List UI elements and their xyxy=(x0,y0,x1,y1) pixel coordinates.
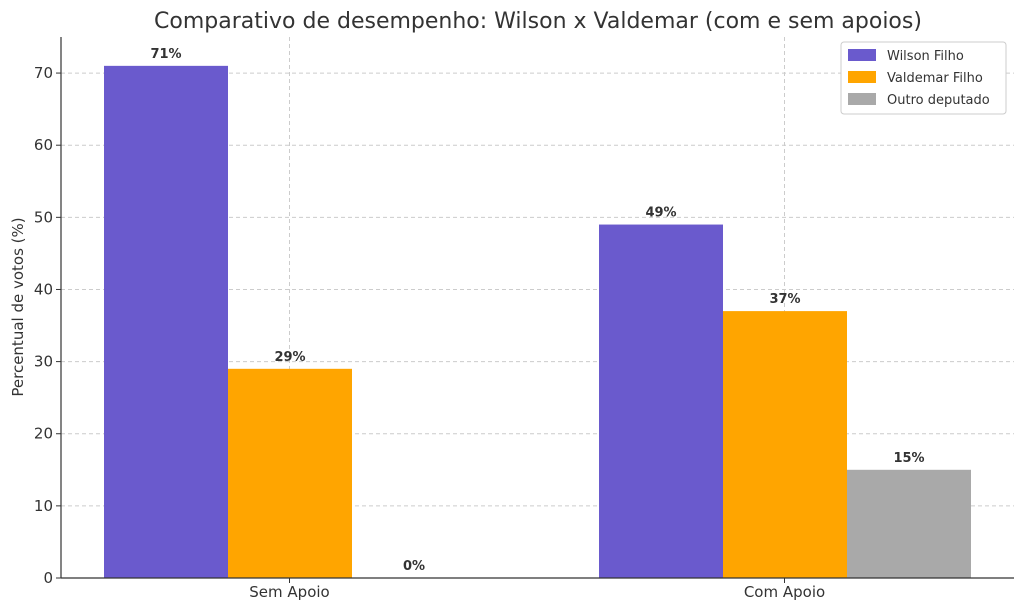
y-tick-label: 60 xyxy=(34,136,53,154)
y-tick-label: 0 xyxy=(43,569,53,587)
legend: Wilson Filho Valdemar Filho Outro deputado xyxy=(840,41,1007,115)
bar xyxy=(847,469,971,578)
y-tick-label: 10 xyxy=(34,497,53,515)
legend-label: Outro deputado xyxy=(887,93,990,108)
bars: 71% 49% 29% 37% 0% 15% xyxy=(104,47,971,578)
legend-label: Valdemar Filho xyxy=(887,71,983,86)
bar xyxy=(723,311,847,578)
data-label: 71% xyxy=(150,47,181,62)
legend-box xyxy=(840,41,1007,115)
x-tick-label: Sem Apoio xyxy=(249,583,329,601)
y-tick-label: 20 xyxy=(34,425,53,443)
data-label: 0% xyxy=(403,559,425,574)
legend-swatch xyxy=(848,93,876,105)
bar xyxy=(228,368,352,578)
axes: 0 10 20 30 40 50 60 70 Sem Apoio Com Apoio xyxy=(34,37,1014,601)
y-tick-label: 50 xyxy=(34,208,53,226)
y-tick-label: 30 xyxy=(34,353,53,371)
y-tick-label: 70 xyxy=(34,64,53,82)
data-label: 49% xyxy=(645,206,676,221)
data-label: 15% xyxy=(893,451,924,466)
legend-label: Wilson Filho xyxy=(887,49,964,64)
bar xyxy=(104,65,228,578)
chart-title: Comparativo de desempenho: Wilson x Vald… xyxy=(154,9,922,34)
x-tick-label: Com Apoio xyxy=(744,583,825,601)
legend-swatch xyxy=(848,49,876,61)
data-label: 37% xyxy=(769,292,800,307)
y-axis-label: Percentual de votos (%) xyxy=(9,217,27,396)
legend-swatch xyxy=(848,71,876,83)
bar xyxy=(599,224,723,578)
y-tick-label: 40 xyxy=(34,280,53,298)
data-label: 29% xyxy=(274,350,305,365)
